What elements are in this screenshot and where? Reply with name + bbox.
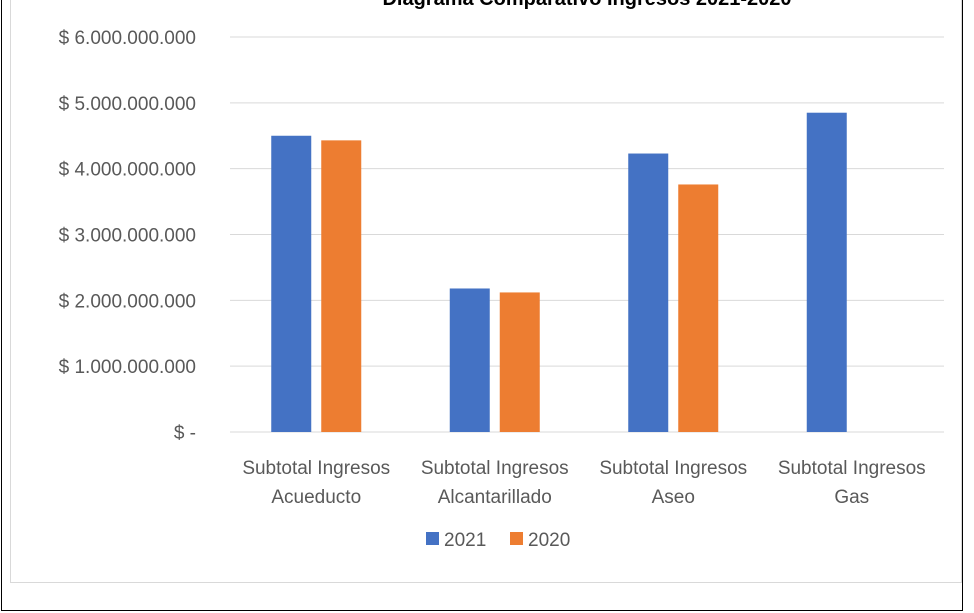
bar-2020-1 (499, 292, 540, 432)
y-tick-label: $ 2.000.000.000 (59, 291, 196, 312)
x-axis-labels: Subtotal Ingresos Acueducto Subtotal Ingre… (242, 458, 925, 508)
x-category-label: Subtotal Ingresos (421, 458, 569, 479)
bar-2021-0 (271, 135, 312, 432)
bar-2020-2 (678, 184, 719, 432)
bar-2021-2 (628, 153, 669, 432)
x-category-label: Gas (834, 487, 869, 508)
legend-label-2020: 2020 (528, 530, 570, 551)
x-category-label: Subtotal Ingresos (599, 458, 747, 479)
x-category-label: Acueducto (271, 487, 361, 508)
bars (271, 112, 847, 432)
x-category-label: Subtotal Ingresos (778, 458, 926, 479)
x-category-label: Subtotal Ingresos (242, 458, 390, 479)
y-tick-label: $ 3.000.000.000 (59, 226, 196, 247)
bar-2020-0 (321, 140, 362, 432)
chart-title: Diagrama Comparativo Ingresos 2021-2020 (382, 0, 791, 10)
x-category-label: Alcantarillado (438, 487, 552, 508)
y-axis-labels: $ - $ 1.000.000.000 $ 2.000.000.000 $ 3.000… (59, 28, 196, 444)
legend-label-2021: 2021 (444, 530, 486, 551)
y-tick-label: $ 1.000.000.000 (59, 357, 196, 378)
y-tick-label: $ 4.000.000.000 (59, 160, 196, 181)
bar-2021-1 (449, 288, 490, 432)
y-tick-label: $ 5.000.000.000 (59, 94, 196, 115)
legend: 2021 2020 (426, 530, 570, 551)
legend-swatch-2020 (510, 532, 523, 545)
bar-2021-3 (806, 112, 847, 432)
legend-swatch-2021 (426, 532, 439, 545)
y-tick-label: $ 6.000.000.000 (59, 28, 196, 49)
x-category-label: Aseo (652, 487, 695, 508)
chart-title-group: Diagrama Comparativo Ingresos 2021-2020 (382, 0, 791, 10)
y-tick-label: $ - (174, 423, 196, 444)
